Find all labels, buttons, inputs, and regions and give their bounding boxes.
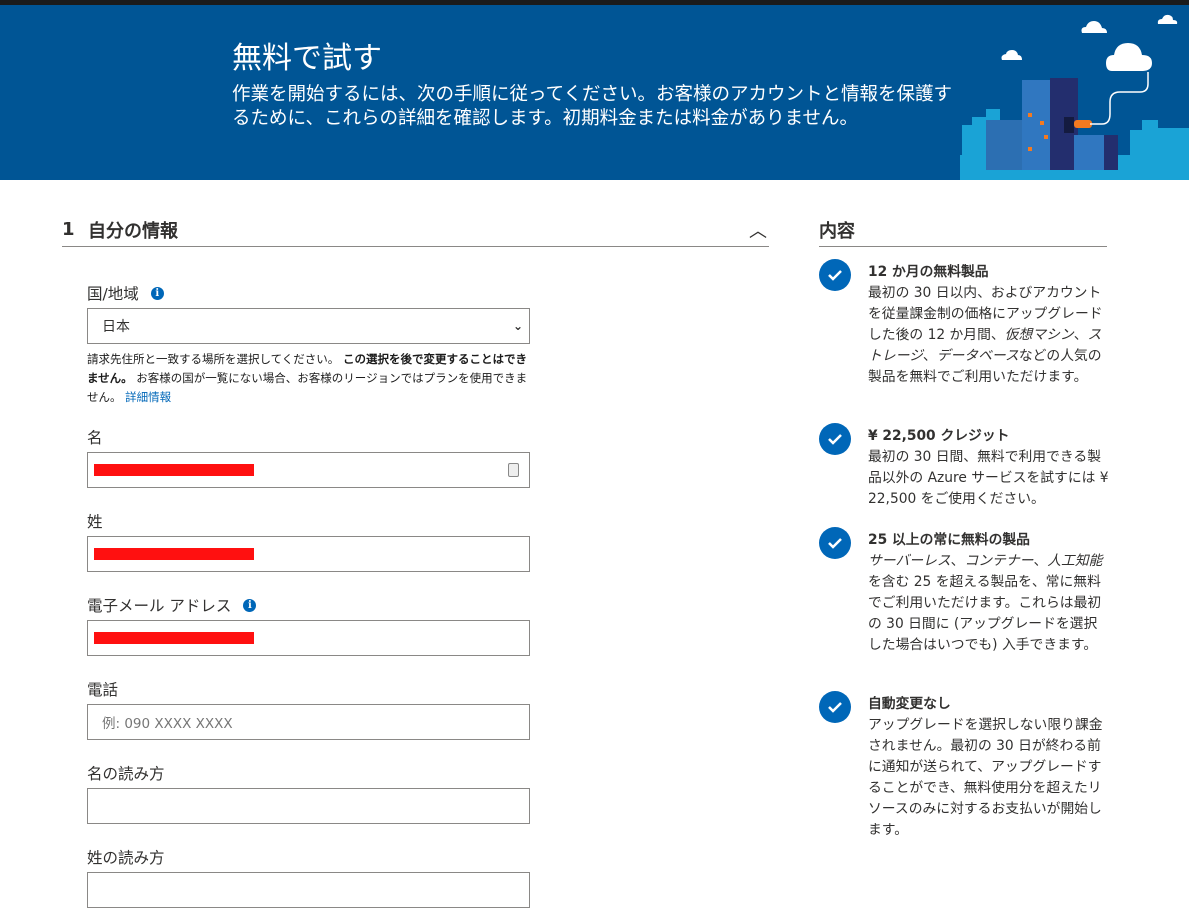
info-icon[interactable]: i bbox=[150, 286, 164, 300]
country-value: 日本 bbox=[102, 319, 130, 335]
section-title: 自分の情報 bbox=[88, 220, 178, 242]
chevron-down-icon: ⌄ bbox=[512, 319, 523, 333]
benefit-text: 、 bbox=[1073, 327, 1088, 343]
section-number: 1 bbox=[62, 219, 75, 240]
page-title: 無料で試す bbox=[232, 41, 382, 76]
benefit-title: 25 以上の常に無料の製品 bbox=[868, 532, 1030, 548]
top-bar bbox=[0, 0, 1189, 5]
phone-input[interactable]: 例: 090 XXXX XXXX bbox=[87, 704, 530, 740]
country-select[interactable]: 日本 ⌄ bbox=[87, 308, 530, 344]
banner: 無料で試す 作業を開始するには、次の手順に従ってください。お客様のアカウントと情… bbox=[0, 5, 1189, 180]
learn-more-link[interactable]: 詳細情報 bbox=[125, 390, 172, 404]
last-name-input[interactable] bbox=[87, 536, 530, 572]
first-name-kana-label: 名の読み方 bbox=[87, 765, 165, 783]
country-label-text: 国/地域 bbox=[87, 285, 139, 303]
banner-description: 作業を開始するには、次の手順に従ってください。お客様のアカウントと情報を保護する… bbox=[232, 84, 953, 129]
benefit-item: 12 か月の無料製品最初の 30 日以内、およびアカウントを従量課金制の価格にア… bbox=[819, 259, 1109, 388]
last-name-kana-input[interactable] bbox=[87, 872, 530, 908]
info-icon[interactable]: i bbox=[243, 598, 257, 612]
benefit-text: 、 bbox=[922, 348, 937, 364]
checkmark-icon bbox=[819, 259, 851, 291]
redaction-bar bbox=[94, 632, 254, 644]
chevron-up-icon[interactable]: ︿ bbox=[749, 220, 767, 242]
first-name-kana-input[interactable] bbox=[87, 788, 530, 824]
benefit-text: 、 bbox=[950, 553, 965, 569]
benefit-item: 自動変更なしアップグレードを選択しない限り課金されません。最初の 30 日が終わ… bbox=[819, 691, 1109, 841]
checkmark-icon bbox=[819, 423, 851, 455]
benefit-text-italic: 仮想マシン bbox=[1004, 327, 1074, 343]
benefit-text: 最初の 30 日以内、およびアカウントを従量課金制の価格にアップグレードした後の… bbox=[868, 285, 1103, 343]
email-label: 電子メール アドレス i bbox=[87, 594, 257, 616]
benefit-text-italic: コンテナー bbox=[964, 553, 1034, 569]
first-name-input[interactable] bbox=[87, 452, 530, 488]
sidebar-title: 内容 bbox=[819, 213, 1107, 247]
help-text-bold: この選択を後で変更することはできません。 bbox=[87, 352, 527, 385]
benefit-text-italic: データベース bbox=[936, 348, 1019, 364]
section-header-my-info[interactable]: 1 自分の情報 ︿ bbox=[62, 213, 769, 247]
benefit-text: を含む 25 を超える製品を、常に無料でご利用いただけます。これらは最初の 30… bbox=[868, 574, 1102, 653]
benefit-text: 、 bbox=[1033, 553, 1048, 569]
benefit-text: などの人気の製品を無料でご利用いただけます。 bbox=[868, 348, 1102, 385]
checkmark-icon bbox=[819, 527, 851, 559]
help-text-1: 請求先住所と一致する場所を選択してください。 bbox=[87, 352, 343, 366]
benefit-title: 12 か月の無料製品 bbox=[868, 264, 989, 280]
phone-placeholder: 例: 090 XXXX XXXX bbox=[102, 716, 233, 732]
phone-label: 電話 bbox=[87, 681, 119, 699]
email-label-text: 電子メール アドレス bbox=[87, 597, 232, 615]
benefit-text-italic: 人工知能 bbox=[1047, 553, 1103, 569]
checkmark-icon bbox=[819, 691, 851, 723]
benefit-text: 最初の 30 日間、無料で利用できる製品以外の Azure サービスを試すには … bbox=[868, 449, 1109, 507]
contact-card-icon[interactable] bbox=[508, 463, 519, 477]
redaction-bar bbox=[94, 548, 254, 560]
country-help-text: 請求先住所と一致する場所を選択してください。 この選択を後で変更することはできま… bbox=[87, 350, 532, 407]
benefit-text: アップグレードを選択しない限り課金されません。最初の 30 日が終わる前に通知が… bbox=[868, 717, 1103, 838]
benefit-text-italic: ストレージ bbox=[868, 327, 1102, 364]
benefit-text-italic: サーバーレス bbox=[868, 553, 951, 569]
first-name-label: 名 bbox=[87, 429, 103, 447]
email-input[interactable] bbox=[87, 620, 530, 656]
help-text-2: お客様の国が一覧にない場合、お客様のリージョンではプランを使用できません。 bbox=[87, 371, 528, 404]
benefit-item: ¥ 22,500 クレジット最初の 30 日間、無料で利用できる製品以外の Az… bbox=[819, 423, 1109, 510]
country-label: 国/地域 i bbox=[87, 282, 164, 304]
last-name-label: 姓 bbox=[87, 513, 103, 531]
city-cloud-illustration bbox=[960, 14, 1189, 180]
benefit-item: 25 以上の常に無料の製品 サーバーレス、コンテナー、人工知能を含む 25 を超え… bbox=[819, 527, 1109, 656]
redaction-bar bbox=[94, 464, 254, 476]
benefit-title: 自動変更なし bbox=[868, 696, 951, 712]
last-name-kana-label: 姓の読み方 bbox=[87, 849, 165, 867]
benefit-title: ¥ 22,500 クレジット bbox=[868, 428, 1010, 444]
